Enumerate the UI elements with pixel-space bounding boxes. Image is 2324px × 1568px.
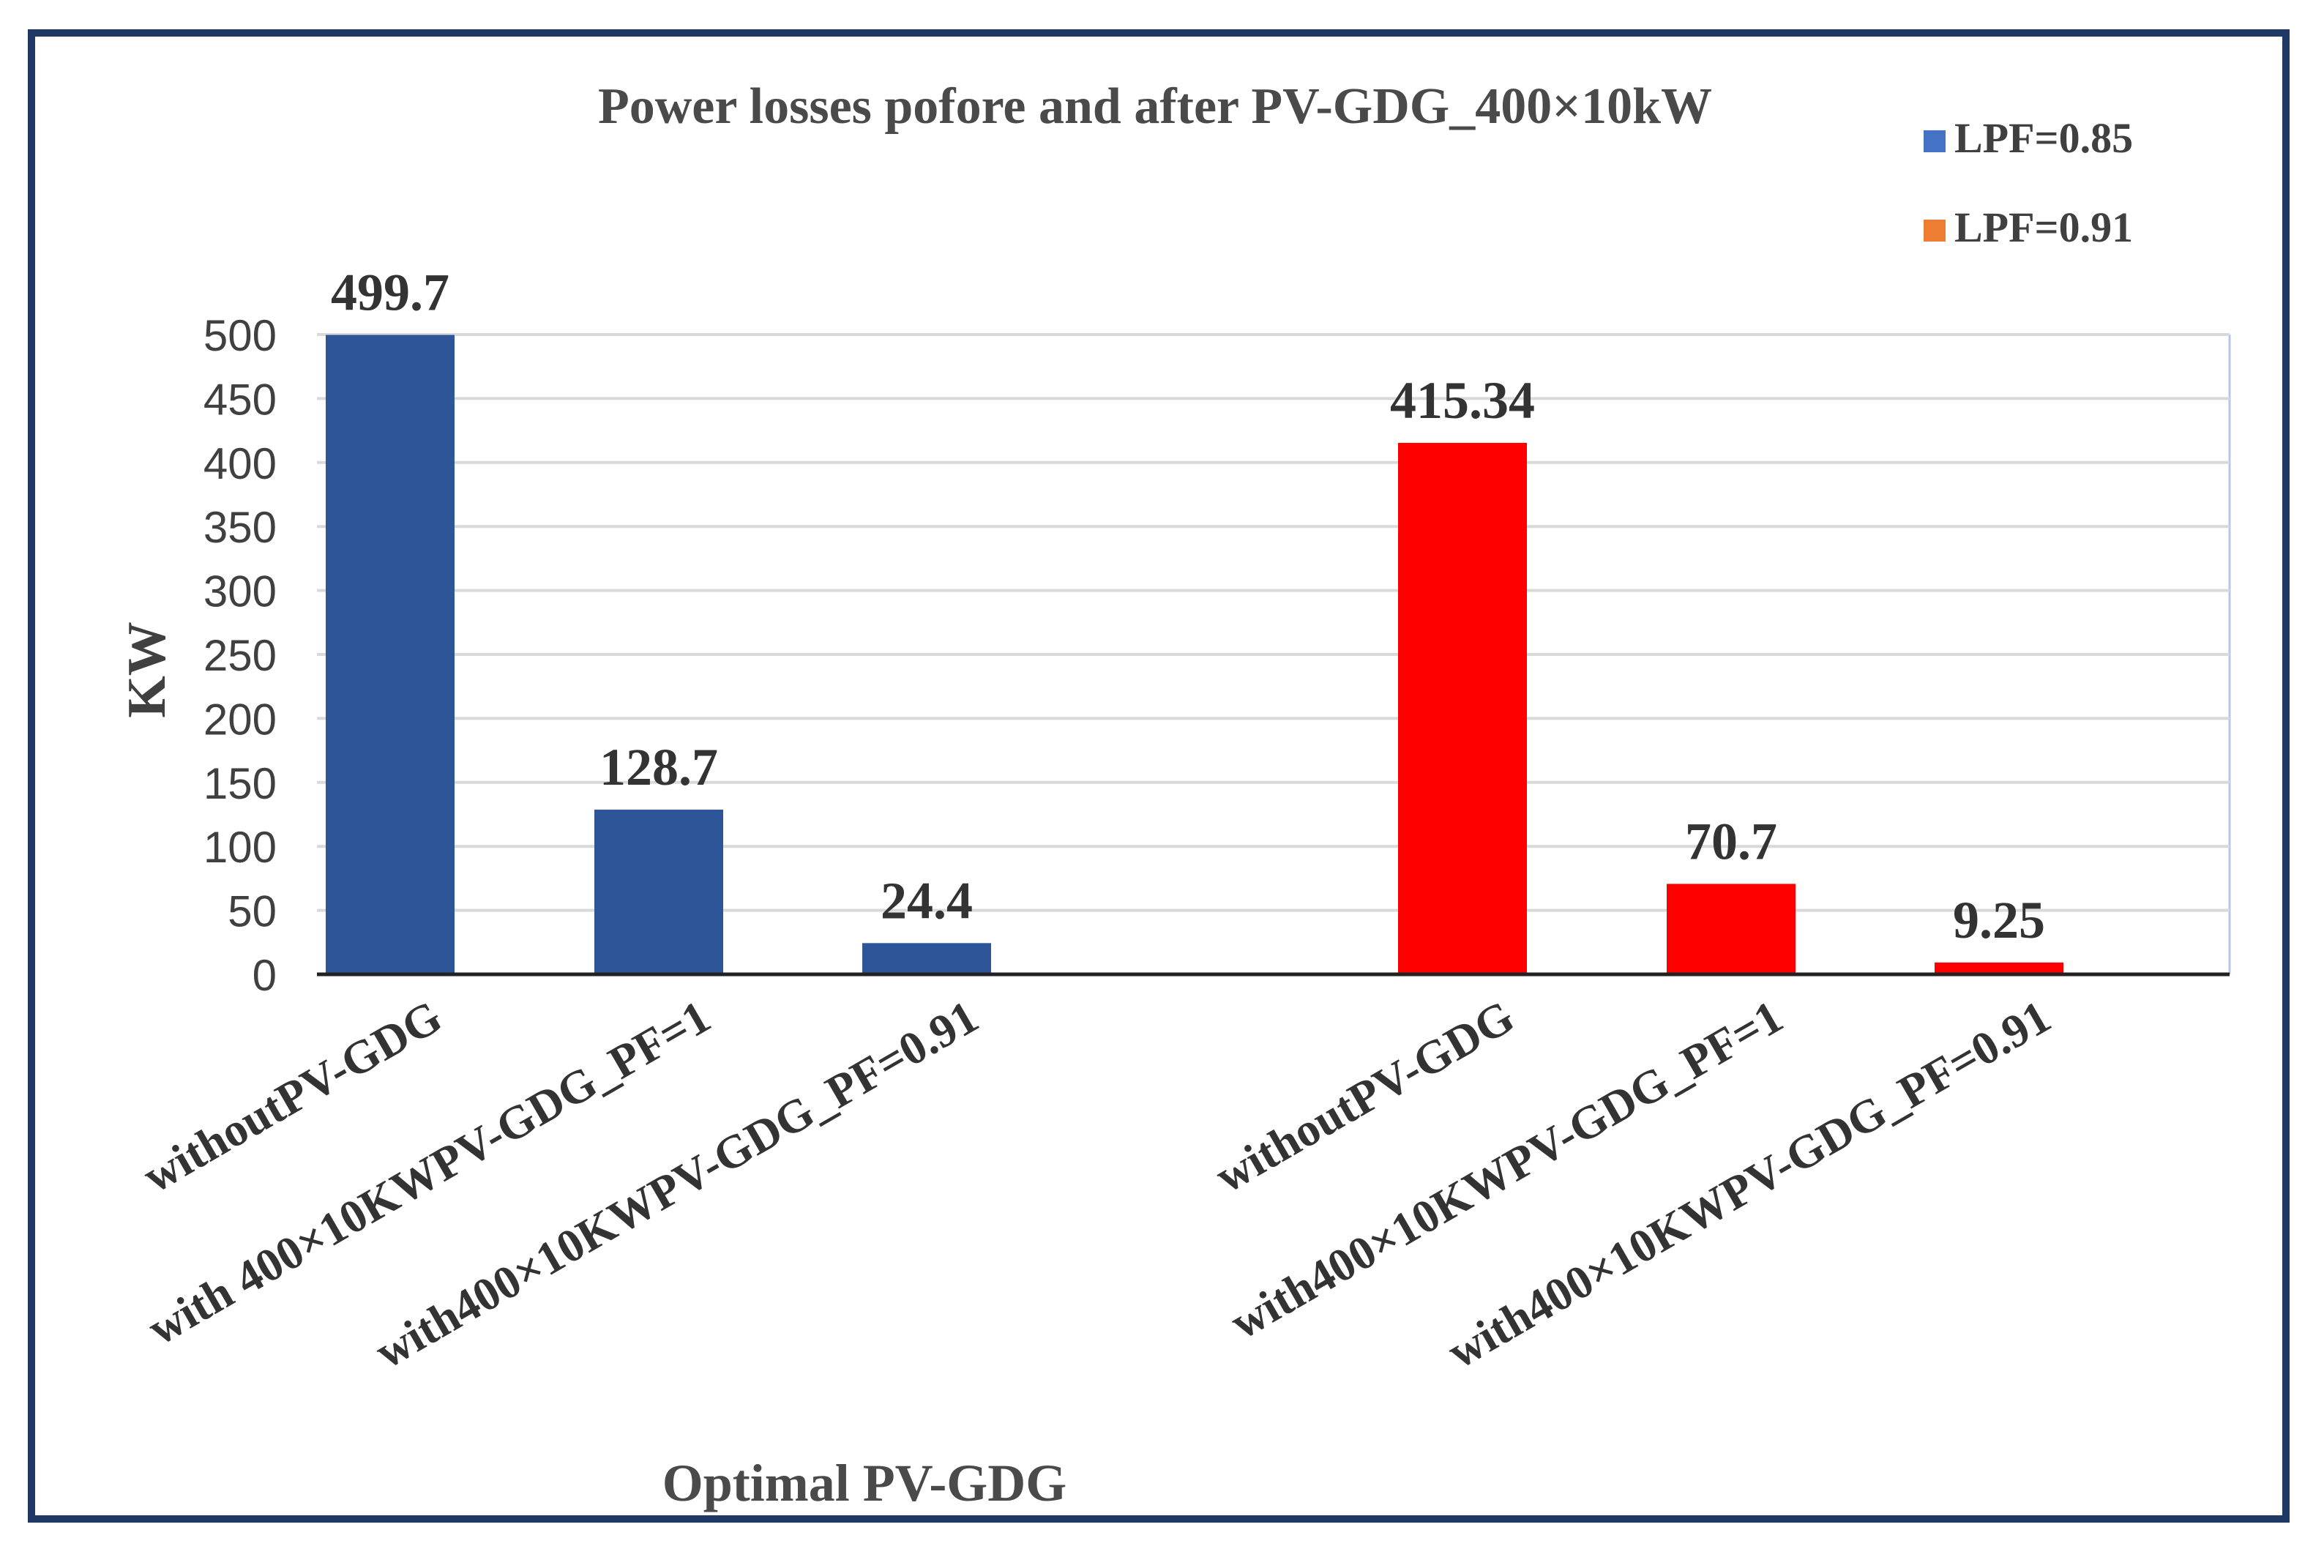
data-label: 70.7: [1685, 812, 1777, 870]
data-label: 24.4: [881, 871, 973, 930]
bar: [594, 810, 723, 974]
bar-chart: Power losses pofore and after PV-GDG_400…: [117, 78, 2231, 1512]
plot-area: 050100150200250300350400450500499.7witho…: [134, 264, 2231, 1378]
legend-swatch-lpf-091: [1924, 220, 1946, 242]
y-tick-label: 300: [203, 567, 277, 616]
legend-label-lpf-085: LPF=0.85: [1954, 114, 2133, 162]
bar: [1935, 962, 2063, 974]
legend: LPF=0.85 LPF=0.91: [1924, 114, 2133, 251]
y-tick-label: 150: [203, 759, 277, 808]
bar: [1398, 442, 1527, 974]
data-label: 128.7: [599, 738, 718, 796]
y-tick-label: 250: [203, 631, 277, 680]
legend-swatch-lpf-085: [1924, 130, 1946, 152]
y-tick-label: 50: [228, 887, 277, 936]
bar: [862, 943, 991, 974]
bar: [326, 335, 455, 974]
data-label: 9.25: [1953, 891, 2045, 949]
data-label: 499.7: [331, 264, 449, 322]
bar: [1667, 884, 1796, 974]
x-axis-title: Optimal PV-GDG: [662, 1454, 1067, 1512]
y-tick-label: 0: [253, 951, 277, 1000]
chart-title: Power losses pofore and after PV-GDG_400…: [598, 78, 1712, 135]
y-tick-label: 500: [203, 311, 277, 360]
y-axis-title: KW: [117, 621, 177, 718]
legend-label-lpf-091: LPF=0.91: [1954, 204, 2133, 251]
y-tick-label: 350: [203, 503, 277, 552]
y-tick-label: 400: [203, 439, 277, 488]
chart-frame: Power losses pofore and after PV-GDG_400…: [28, 29, 2290, 1523]
y-tick-label: 200: [203, 695, 277, 744]
data-label: 415.34: [1390, 371, 1535, 430]
y-tick-label: 450: [203, 375, 277, 424]
y-tick-label: 100: [203, 823, 277, 872]
